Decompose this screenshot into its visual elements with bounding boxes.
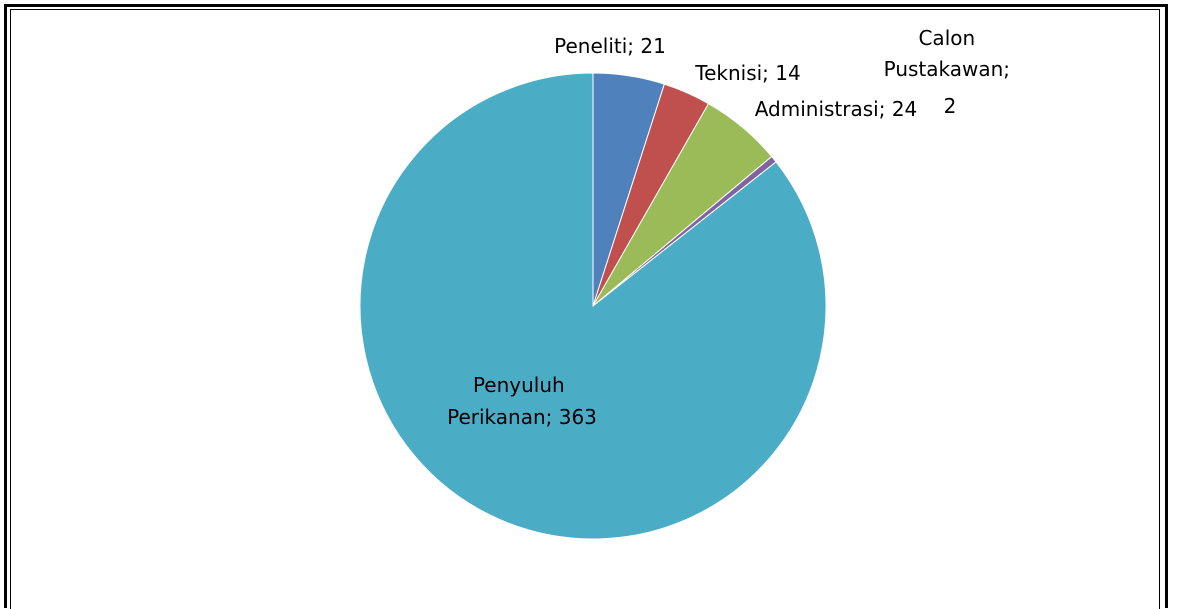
slice-penyuluh-perikanan bbox=[359, 72, 827, 540]
chart-outer-frame bbox=[4, 4, 1168, 608]
label-calon-pustakawan-line-2: Pustakawan; bbox=[884, 57, 1010, 81]
label-penyuluh-perikanan-line-1: Penyuluh bbox=[473, 373, 565, 397]
label-calon-pustakawan: Calon Pustakawan; 2 bbox=[884, 26, 1017, 118]
label-calon-pustakawan-line-1: Calon bbox=[918, 26, 975, 50]
label-administrasi: Administrasi; 24 bbox=[755, 97, 918, 121]
chart-inner-frame bbox=[10, 9, 1160, 609]
label-penyuluh-perikanan-line-2: Perikanan; 363 bbox=[447, 405, 597, 429]
label-teknisi: Teknisi; 14 bbox=[694, 61, 800, 85]
pie-slices bbox=[359, 72, 827, 540]
label-penyuluh-perikanan: Penyuluh Perikanan; 363 bbox=[447, 373, 597, 429]
label-peneliti: Peneliti; 21 bbox=[554, 34, 666, 58]
pie-labels: Peneliti; 21 Teknisi; 14 Administrasi; 2… bbox=[447, 26, 1017, 429]
label-teknisi-line-1: Teknisi; 14 bbox=[694, 61, 800, 85]
label-peneliti-line-1: Peneliti; 21 bbox=[554, 34, 666, 58]
label-calon-pustakawan-line-3: 2 bbox=[944, 94, 957, 118]
label-administrasi-line-1: Administrasi; 24 bbox=[755, 97, 918, 121]
